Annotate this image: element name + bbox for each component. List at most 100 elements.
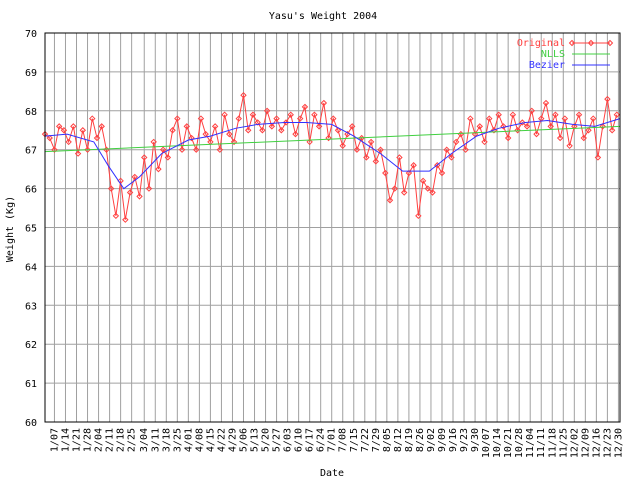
data-point <box>363 154 370 161</box>
data-point <box>93 134 101 142</box>
data-point <box>547 123 554 130</box>
data-point <box>585 127 592 134</box>
x-tick-label: 3/25 <box>172 428 183 452</box>
data-point <box>438 169 446 177</box>
x-tick-label: 7/29 <box>371 428 382 452</box>
data-point <box>226 130 233 138</box>
x-tick-label: 7/15 <box>349 428 360 452</box>
x-tick-label: 8/26 <box>415 428 426 452</box>
data-point <box>599 123 606 130</box>
data-point <box>434 162 441 169</box>
data-point <box>353 146 361 153</box>
data-point <box>126 189 134 196</box>
x-tick-label: 6/10 <box>294 428 305 452</box>
data-point <box>183 123 190 130</box>
data-point <box>155 165 162 173</box>
x-axis-label: Date <box>320 468 344 479</box>
y-tick-label: 69 <box>25 68 37 79</box>
data-point <box>79 127 87 134</box>
data-point <box>504 134 512 142</box>
plot-frame <box>44 32 621 423</box>
x-tick-label: 10/07 <box>481 428 492 458</box>
data-point <box>84 146 91 153</box>
x-tick-label: 4/15 <box>205 428 216 452</box>
data-point <box>575 111 583 118</box>
data-point <box>296 115 304 122</box>
x-tick-label: 7/22 <box>360 428 371 452</box>
data-point <box>590 115 597 122</box>
data-point <box>216 146 224 153</box>
data-point <box>405 169 413 177</box>
x-tick-label: 6/24 <box>316 428 327 452</box>
data-point <box>519 119 526 126</box>
x-tick-label: 2/04 <box>94 428 105 452</box>
data-point <box>391 185 398 192</box>
data-point <box>320 99 328 107</box>
x-tick-label: 6/03 <box>283 428 294 452</box>
y-tick-label: 66 <box>25 185 37 196</box>
data-point <box>448 154 455 161</box>
data-point <box>495 111 502 118</box>
data-point <box>70 123 77 130</box>
x-tick-label: 3/11 <box>150 428 161 452</box>
x-tick-label: 5/06 <box>238 428 249 452</box>
data-point <box>315 123 323 130</box>
data-point <box>221 111 228 118</box>
data-point <box>339 142 346 150</box>
data-point <box>164 154 172 161</box>
x-tick-label: 1/14 <box>60 428 71 452</box>
x-tick-label: 11/11 <box>536 428 547 458</box>
data-point <box>566 142 573 150</box>
x-tick-label: 3/18 <box>161 428 172 452</box>
data-point <box>60 127 68 134</box>
data-point <box>268 123 276 130</box>
data-point <box>382 169 389 177</box>
data-point <box>122 216 129 223</box>
data-point <box>159 146 167 153</box>
data-point <box>188 134 195 142</box>
data-point <box>348 123 356 130</box>
data-point <box>245 127 252 134</box>
data-point <box>211 123 219 130</box>
data-point <box>145 185 153 192</box>
x-tick-label: 3/04 <box>139 428 150 452</box>
data-point <box>419 177 427 185</box>
data-point <box>240 92 247 99</box>
legend-marker <box>606 39 614 47</box>
x-tick-label: 8/12 <box>393 428 404 452</box>
data-point <box>325 134 332 142</box>
x-tick-label: 12/02 <box>569 428 580 458</box>
x-tick-label: 10/14 <box>492 428 503 458</box>
legend-marker <box>568 39 576 47</box>
data-point <box>230 138 238 146</box>
data-point <box>528 107 535 115</box>
x-tick-label: 2/25 <box>127 428 138 452</box>
x-tick-label: 4/22 <box>216 428 227 452</box>
x-tick-label: 9/16 <box>448 428 459 452</box>
data-point <box>136 193 143 200</box>
legend-label-bezier: Bezier <box>529 60 565 71</box>
x-tick-label: 1/21 <box>72 428 83 452</box>
y-tick-label: 67 <box>25 146 37 157</box>
x-tick-label: 9/02 <box>426 428 437 452</box>
x-tick-label: 6/17 <box>305 428 316 452</box>
x-tick-label: 9/23 <box>459 428 470 452</box>
y-axis-label: Weight (Kg) <box>5 196 16 262</box>
x-tick-label: 10/21 <box>503 428 514 458</box>
data-point <box>481 138 488 146</box>
y-tick-label: 61 <box>25 379 37 390</box>
x-tick-label: 4/08 <box>194 428 205 452</box>
data-point <box>396 154 403 161</box>
data-point <box>74 150 82 157</box>
data-point <box>372 158 380 165</box>
data-point <box>112 212 120 220</box>
data-point <box>131 173 139 181</box>
data-point <box>556 134 564 142</box>
data-point <box>235 115 242 122</box>
x-tick-label: 11/18 <box>547 428 558 458</box>
data-point <box>608 127 616 134</box>
legend-label-nlls: NLLS <box>541 49 565 60</box>
